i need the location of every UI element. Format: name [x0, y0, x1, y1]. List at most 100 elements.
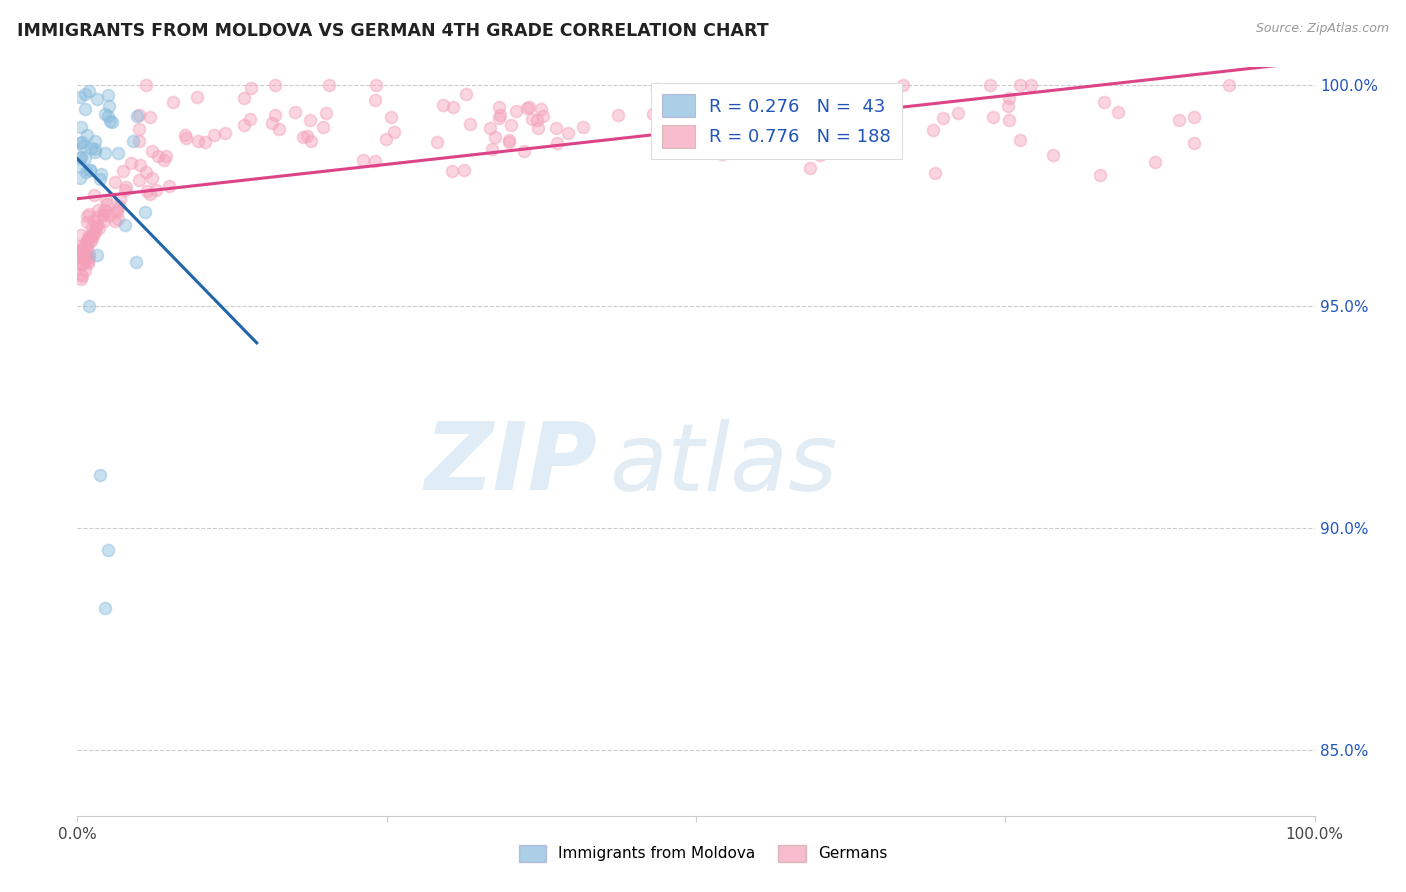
- Point: [70, 250, 93, 264]
- Point: [458, 117, 481, 131]
- Point: [375, 132, 398, 146]
- Point: [312, 120, 335, 135]
- Point: [76, 230, 98, 244]
- Point: [83, 188, 105, 202]
- Point: [80, 220, 103, 235]
- Point: [481, 142, 503, 156]
- Point: [440, 164, 463, 178]
- Point: [87, 221, 110, 235]
- Point: [801, 115, 824, 129]
- Point: [808, 148, 831, 162]
- Point: [643, 106, 665, 120]
- Point: [75, 165, 97, 179]
- Point: [98, 114, 121, 128]
- Point: [557, 126, 579, 140]
- Point: [135, 165, 157, 179]
- Point: [79, 163, 101, 178]
- Point: [77, 84, 100, 98]
- Point: [72, 256, 94, 270]
- Point: [94, 203, 117, 218]
- Point: [107, 146, 129, 161]
- Point: [75, 102, 97, 116]
- Point: [93, 214, 115, 228]
- Point: [484, 130, 506, 145]
- Point: [82, 226, 104, 240]
- Point: [498, 136, 520, 150]
- Point: [799, 161, 821, 175]
- Point: [83, 225, 105, 239]
- Point: [73, 244, 96, 259]
- Point: [114, 183, 136, 197]
- Point: [380, 111, 402, 125]
- Text: Source: ZipAtlas.com: Source: ZipAtlas.com: [1256, 22, 1389, 36]
- Point: [793, 114, 815, 128]
- Point: [83, 214, 105, 228]
- Point: [70, 120, 93, 135]
- Point: [80, 232, 103, 246]
- Point: [1088, 168, 1111, 182]
- Point: [292, 130, 315, 145]
- Point: [1182, 111, 1205, 125]
- Point: [513, 144, 536, 158]
- Point: [70, 257, 93, 271]
- Point: [499, 118, 522, 132]
- Point: [105, 202, 128, 217]
- Point: [86, 218, 108, 232]
- Point: [73, 87, 96, 101]
- Point: [75, 235, 97, 250]
- Point: [893, 78, 915, 92]
- Point: [69, 170, 91, 185]
- Point: [1010, 132, 1032, 146]
- Point: [531, 109, 554, 123]
- Point: [173, 128, 195, 142]
- Point: [77, 207, 100, 221]
- Point: [72, 241, 94, 255]
- Point: [710, 101, 733, 115]
- Point: [77, 247, 100, 261]
- Point: [73, 252, 96, 266]
- Point: [186, 90, 208, 104]
- Point: [981, 110, 1004, 124]
- Point: [530, 102, 553, 116]
- Point: [86, 211, 108, 225]
- Point: [69, 150, 91, 164]
- Point: [94, 107, 117, 121]
- Point: [1168, 112, 1191, 127]
- Point: [93, 600, 115, 615]
- Point: [120, 156, 142, 170]
- Point: [489, 108, 512, 122]
- Point: [979, 78, 1001, 92]
- Point: [96, 197, 118, 211]
- Point: [453, 162, 475, 177]
- Point: [647, 82, 669, 96]
- Point: [69, 136, 91, 150]
- Point: [572, 120, 595, 134]
- Point: [107, 212, 129, 227]
- Point: [107, 199, 129, 213]
- Point: [441, 100, 464, 114]
- Point: [498, 133, 520, 147]
- Point: [77, 254, 100, 268]
- Point: [70, 272, 93, 286]
- Point: [264, 108, 287, 122]
- Point: [998, 113, 1021, 128]
- Point: [924, 166, 946, 180]
- Point: [1042, 147, 1064, 161]
- Point: [80, 234, 103, 248]
- Point: [69, 160, 91, 174]
- Point: [70, 244, 93, 258]
- Point: [520, 112, 543, 127]
- Point: [69, 90, 91, 104]
- Point: [733, 122, 755, 136]
- Point: [789, 112, 811, 126]
- Text: IMMIGRANTS FROM MOLDOVA VS GERMAN 4TH GRADE CORRELATION CHART: IMMIGRANTS FROM MOLDOVA VS GERMAN 4TH GR…: [17, 22, 769, 40]
- Point: [517, 99, 540, 113]
- Point: [72, 268, 94, 283]
- Point: [295, 128, 318, 143]
- Legend: Immigrants from Moldova, Germans: Immigrants from Moldova, Germans: [512, 838, 894, 868]
- Point: [139, 110, 162, 124]
- Point: [997, 98, 1019, 112]
- Point: [655, 145, 678, 159]
- Point: [478, 121, 501, 136]
- Point: [69, 152, 91, 166]
